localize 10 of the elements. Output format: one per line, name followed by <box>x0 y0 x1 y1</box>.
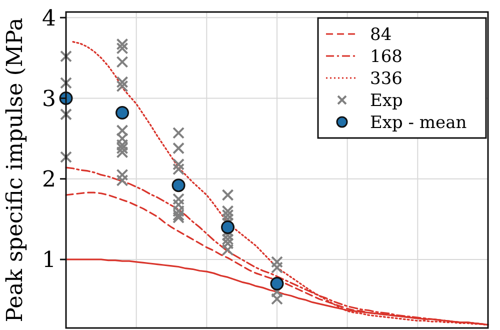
y-tick-label: 2 <box>42 168 56 193</box>
y-axis-title: Peak specific impulse (MPa <box>3 18 28 322</box>
legend-label: Exp <box>370 90 403 111</box>
y-tick-label: 1 <box>42 248 56 274</box>
y-tick-label: 4 <box>42 6 56 32</box>
legend-label: 84 <box>370 24 392 45</box>
legend-label: 336 <box>370 68 402 89</box>
y-tick-label: 3 <box>42 86 56 112</box>
legend-label: 168 <box>370 46 402 67</box>
legend-label: Exp - mean <box>370 112 467 133</box>
